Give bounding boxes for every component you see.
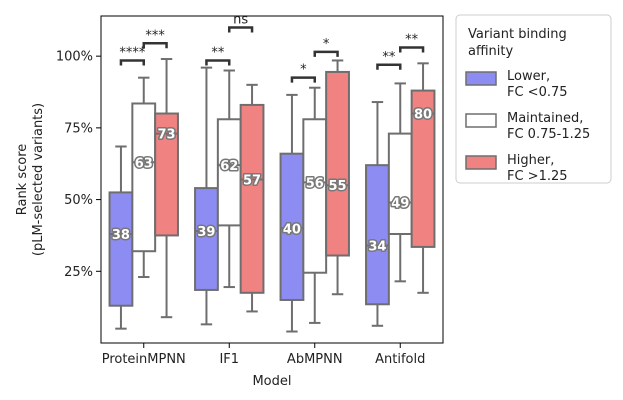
x-tick-label: ProteinMPNN [102, 352, 186, 367]
box-ProteinMPNN-1: 63 [131, 76, 157, 279]
legend-swatch [465, 113, 497, 128]
bracket-line [376, 63, 402, 70]
bracket-line [399, 46, 425, 53]
box-body [239, 103, 265, 294]
significance-label: * [300, 63, 307, 78]
significance-label: * [323, 37, 330, 52]
median-label: 57 [243, 174, 261, 189]
y-tick-label: 50% [64, 193, 93, 208]
y-axis-label: Rank score(pLM-selected variants) [15, 103, 46, 256]
box-body [365, 164, 390, 306]
y-tick-label: 75% [64, 121, 93, 136]
significance-bracket: ns [228, 12, 254, 33]
median-label: 73 [158, 128, 176, 143]
bracket-line [313, 50, 339, 57]
y-tick-label: 25% [64, 265, 93, 280]
box-body [387, 132, 413, 236]
legend-entry: Maintained, FC 0.75-1.25 [465, 111, 590, 142]
median-label: 40 [283, 222, 301, 237]
bracket-line [142, 42, 168, 49]
y-tick-label: 100% [56, 50, 93, 65]
x-tick-label: AbMPNN [287, 352, 343, 367]
median-label: 34 [368, 239, 386, 254]
box-body [410, 89, 436, 248]
legend-entry: Lower, FC <0.75 [465, 69, 568, 100]
x-axis-label: Model [252, 374, 291, 389]
box-body [194, 187, 219, 291]
legend-entry: Higher, FC >1.25 [465, 153, 568, 184]
median-label: 80 [414, 108, 432, 123]
box-body [302, 118, 328, 274]
legend-swatch [465, 71, 497, 86]
median-label: 56 [306, 176, 324, 191]
box-AbMPNN-2: 55 [325, 59, 350, 296]
significance-label: ** [382, 50, 396, 65]
significance-label: ** [211, 45, 225, 60]
significance-bracket: ** [205, 45, 231, 66]
significance-label: ns [233, 12, 248, 27]
box-AbMPNN-0: 40 [279, 93, 305, 333]
significance-bracket: *** [142, 28, 168, 49]
x-tick-label: Antifold [375, 352, 425, 367]
legend-label: Higher, FC >1.25 [507, 153, 568, 184]
median-label: 38 [112, 228, 130, 243]
significance-label: ** [405, 33, 419, 48]
plot-area: 25% 50% 75% 100% ProteinMPNN IF1 AbMPNN Antifol… [15, 12, 444, 389]
box-body [325, 70, 350, 257]
plot-frame [100, 15, 444, 344]
box-ProteinMPNN-2: 73 [154, 58, 179, 319]
legend-swatch [465, 155, 497, 170]
box-IF1-0: 39 [194, 66, 219, 326]
significance-bracket: * [313, 37, 339, 57]
bracket-line [119, 59, 145, 66]
significance-bracket: ** [376, 50, 402, 70]
legend-label: Maintained, FC 0.75-1.25 [507, 111, 590, 142]
box-body [108, 191, 134, 307]
box-Antifold-0: 34 [365, 101, 390, 327]
legend-frame [455, 14, 612, 184]
significance-label: **** [119, 45, 146, 60]
box-IF1-2: 57 [239, 83, 265, 313]
bracket-line [228, 26, 254, 33]
significance-bracket: **** [119, 45, 146, 66]
box-AbMPNN-1: 56 [302, 86, 328, 324]
bracket-line [205, 59, 231, 66]
box-ProteinMPNN-0: 38 [108, 145, 134, 330]
median-label: 55 [329, 179, 347, 194]
bracket-line [290, 76, 316, 83]
legend: Variant binding affinity Lower, FC <0.75 Mai… [455, 14, 612, 184]
box-body [131, 102, 157, 253]
legend-title: Variant binding affinity [468, 27, 567, 59]
box-body [154, 112, 179, 237]
median-label: 49 [391, 196, 409, 211]
box-IF1-1: 62 [216, 69, 242, 289]
significance-bracket: ** [399, 33, 425, 53]
significance-bracket: * [290, 63, 316, 83]
median-label: 62 [220, 159, 238, 174]
box-Antifold-1: 49 [387, 82, 413, 283]
median-label: 63 [135, 156, 153, 171]
significance-label: *** [145, 28, 165, 43]
legend-label: Lower, FC <0.75 [507, 69, 568, 100]
x-tick-label: IF1 [219, 352, 239, 367]
median-label: 39 [197, 225, 215, 240]
box-Antifold-2: 80 [410, 62, 436, 294]
